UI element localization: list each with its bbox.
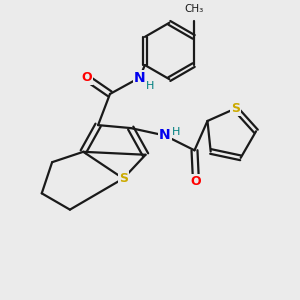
Text: H: H [172, 127, 180, 137]
Text: O: O [191, 175, 201, 188]
Text: N: N [159, 128, 171, 142]
Text: H: H [146, 81, 154, 91]
Text: O: O [81, 71, 92, 84]
Text: S: S [119, 172, 128, 185]
Text: S: S [231, 102, 240, 115]
Text: N: N [134, 71, 146, 85]
Text: CH₃: CH₃ [184, 4, 203, 14]
